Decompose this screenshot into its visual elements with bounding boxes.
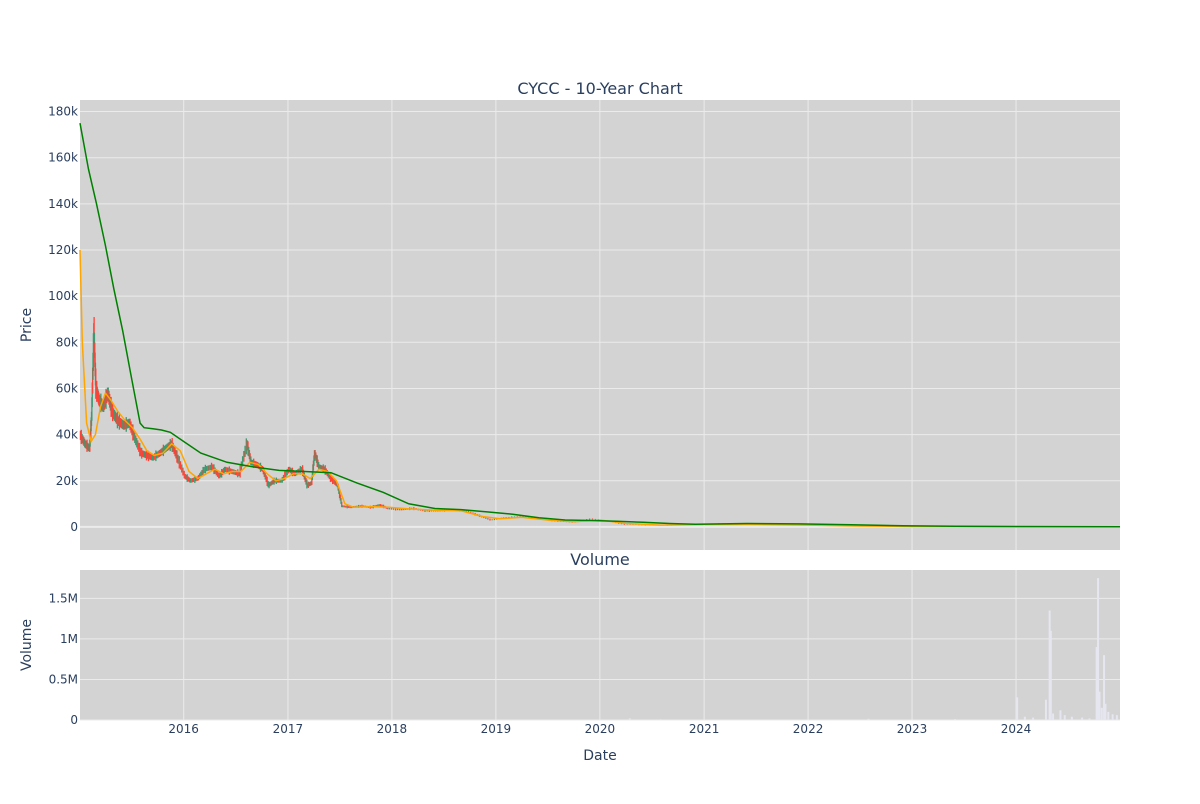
price-y-tick-label: 100k [48, 289, 78, 303]
moving-average-line [79, 122, 1121, 528]
price-y-tick-label: 20k [56, 474, 78, 488]
price-y-tick-label: 0 [70, 520, 78, 534]
volume-bar [1103, 655, 1106, 720]
volume-bar [1088, 718, 1091, 720]
volume-y-tick-label: 0.5M [49, 672, 78, 686]
volume-bars [628, 578, 1118, 720]
volume-bar [1044, 699, 1047, 720]
price-y-tick-label: 40k [56, 428, 78, 442]
volume-bar [1016, 697, 1019, 720]
date-x-tick-label: 2016 [168, 722, 199, 736]
volume-bar [1107, 711, 1110, 720]
date-x-tick-label: 2020 [585, 722, 616, 736]
date-x-tick-label: 2021 [689, 722, 720, 736]
price-y-tick-label: 180k [48, 105, 78, 119]
volume-bar [1098, 691, 1101, 720]
volume-bar [1115, 715, 1118, 720]
price-y-tick-labels: 0 20k 40k 60k 80k 100k 120k 140k 160k 180k [48, 105, 78, 534]
chart-title: CYCC - 10-Year Chart [517, 79, 682, 98]
volume-bar [1032, 717, 1035, 720]
price-y-tick-label: 120k [48, 243, 78, 257]
volume-bar [1023, 716, 1026, 720]
volume-axis-title: Volume [19, 619, 35, 671]
volume-bar [1059, 710, 1062, 720]
price-y-tick-label: 160k [48, 151, 78, 165]
price-axis-title: Price [19, 308, 35, 342]
volume-bar [1111, 714, 1114, 720]
volume-bar [1052, 713, 1055, 720]
volume-bar [628, 718, 631, 720]
price-y-tick-label: 80k [56, 335, 78, 349]
price-y-tick-label: 60k [56, 381, 78, 395]
volume-gridlines [80, 570, 1120, 721]
volume-y-tick-label: 1M [60, 632, 78, 646]
date-x-tick-label: 2017 [273, 722, 304, 736]
volume-bar [659, 719, 662, 720]
date-x-tick-labels: 2016 2017 2018 2019 2020 2021 2022 2023 2024 [168, 722, 1031, 736]
date-x-tick-label: 2019 [481, 722, 512, 736]
volume-bar [1048, 610, 1051, 720]
date-axis-title: Date [583, 748, 616, 764]
volume-bar [1104, 703, 1107, 720]
volume-bar [1070, 716, 1073, 720]
volume-y-tick-label: 1.5M [49, 591, 78, 605]
date-x-tick-label: 2023 [897, 722, 928, 736]
volume-bar [1049, 630, 1052, 720]
date-x-tick-label: 2024 [1001, 722, 1032, 736]
volume-subplot-title: Volume [570, 550, 630, 569]
volume-bar [1081, 717, 1084, 720]
moving-average-lines [79, 122, 1121, 528]
volume-y-tick-label: 0 [70, 713, 78, 727]
date-x-tick-label: 2022 [793, 722, 824, 736]
volume-bar [954, 719, 957, 720]
volume-bar [1063, 715, 1066, 720]
volume-y-tick-labels: 0 0.5M 1M 1.5M [49, 591, 78, 727]
volume-bar [867, 718, 870, 720]
date-x-tick-label: 2018 [377, 722, 408, 736]
volume-bar [1097, 578, 1100, 720]
price-gridlines [80, 100, 1120, 550]
price-y-tick-label: 140k [48, 197, 78, 211]
volume-bar [1095, 647, 1098, 720]
volume-bar [1100, 707, 1103, 720]
